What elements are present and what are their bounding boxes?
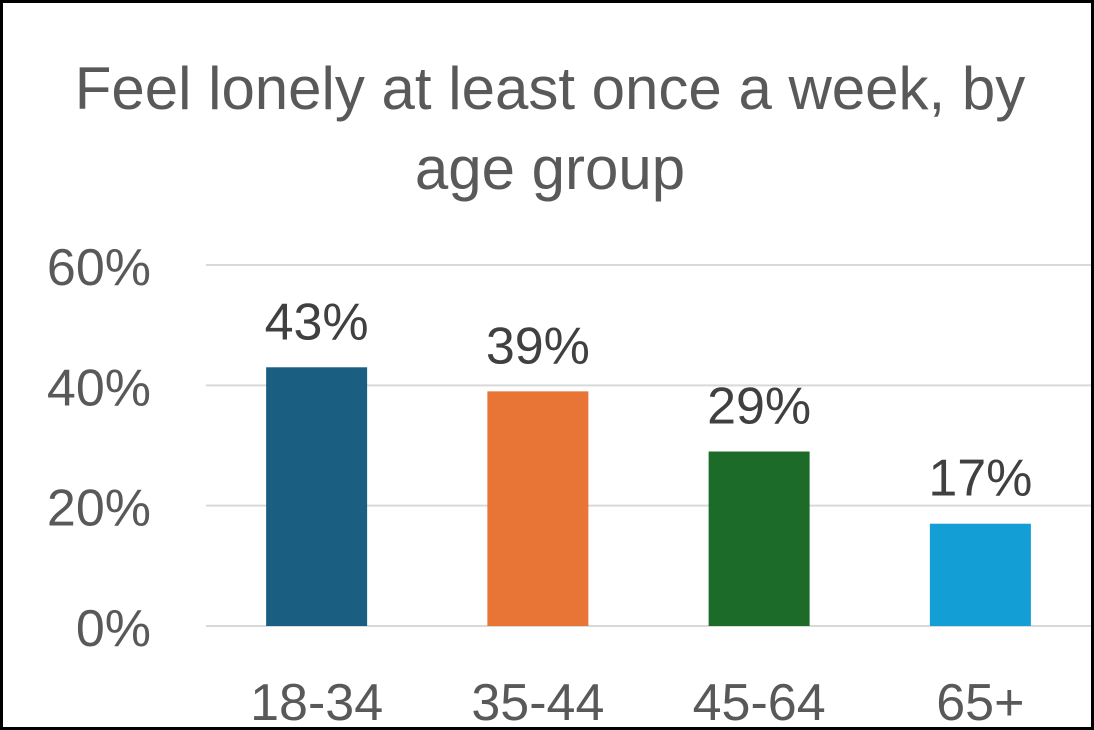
bar <box>266 367 368 626</box>
data-label: 17% <box>928 450 1032 508</box>
x-tick-label: 65+ <box>936 674 1024 727</box>
y-tick-label: 0% <box>76 600 151 658</box>
data-label: 29% <box>707 378 811 436</box>
x-tick-label: 18-34 <box>250 674 383 727</box>
bar-chart: 0% 20% 40% 60% 43% 18-34 39% 35-44 29% 45-64 17% 65… <box>47 239 1091 727</box>
x-tick-label: 35-44 <box>471 674 604 727</box>
data-label: 39% <box>486 317 590 375</box>
chart-title: Feel lonely at least once a week, by age… <box>74 55 1026 202</box>
y-tick-label: 20% <box>47 480 151 538</box>
bar <box>487 391 589 626</box>
bar <box>929 523 1031 626</box>
bar <box>708 451 810 626</box>
x-tick-label: 45-64 <box>693 674 826 727</box>
y-tick-label: 60% <box>47 239 151 297</box>
data-label: 43% <box>265 293 369 351</box>
y-tick-label: 40% <box>47 359 151 417</box>
